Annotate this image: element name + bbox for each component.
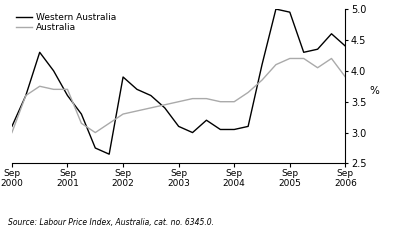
Western Australia [93, 147, 98, 149]
Text: Source: Labour Price Index, Australia, cat. no. 6345.0.: Source: Labour Price Index, Australia, c… [8, 218, 214, 227]
Western Australia [162, 106, 167, 109]
Australia [274, 63, 278, 66]
Western Australia [232, 128, 237, 131]
Western Australia [79, 113, 84, 115]
Line: Australia: Australia [12, 59, 345, 133]
Western Australia [176, 125, 181, 128]
Australia [315, 66, 320, 69]
Y-axis label: %: % [370, 86, 380, 96]
Australia [176, 100, 181, 103]
Western Australia [10, 125, 14, 128]
Western Australia [343, 45, 348, 47]
Legend: Western Australia, Australia: Western Australia, Australia [14, 11, 118, 34]
Western Australia [190, 131, 195, 134]
Australia [162, 104, 167, 106]
Australia [37, 85, 42, 88]
Western Australia [329, 32, 334, 35]
Australia [301, 57, 306, 60]
Australia [148, 106, 153, 109]
Australia [246, 91, 251, 94]
Australia [65, 88, 70, 91]
Australia [204, 97, 209, 100]
Australia [218, 100, 223, 103]
Western Australia [23, 94, 28, 97]
Western Australia [260, 63, 264, 66]
Australia [93, 131, 98, 134]
Western Australia [148, 94, 153, 97]
Australia [79, 122, 84, 125]
Australia [329, 57, 334, 60]
Western Australia [218, 128, 223, 131]
Western Australia [204, 119, 209, 122]
Western Australia [121, 76, 125, 78]
Australia [260, 79, 264, 81]
Line: Western Australia: Western Australia [12, 9, 345, 154]
Australia [23, 94, 28, 97]
Western Australia [107, 153, 112, 155]
Australia [10, 131, 14, 134]
Western Australia [51, 69, 56, 72]
Australia [343, 76, 348, 78]
Western Australia [65, 94, 70, 97]
Australia [287, 57, 292, 60]
Western Australia [287, 11, 292, 14]
Australia [232, 100, 237, 103]
Western Australia [301, 51, 306, 54]
Australia [121, 113, 125, 115]
Australia [135, 110, 139, 112]
Western Australia [246, 125, 251, 128]
Western Australia [315, 48, 320, 51]
Western Australia [135, 88, 139, 91]
Western Australia [274, 8, 278, 10]
Australia [190, 97, 195, 100]
Western Australia [37, 51, 42, 54]
Australia [107, 122, 112, 125]
Australia [51, 88, 56, 91]
